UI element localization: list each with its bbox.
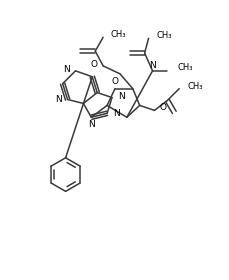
Text: CH₃: CH₃ (156, 31, 171, 40)
Text: CH₃: CH₃ (177, 63, 192, 73)
Text: N: N (112, 109, 119, 118)
Text: CH₃: CH₃ (110, 30, 125, 39)
Text: O: O (159, 103, 166, 112)
Text: CH₃: CH₃ (186, 82, 202, 91)
Text: O: O (111, 77, 118, 86)
Text: N: N (117, 92, 124, 101)
Text: N: N (149, 61, 155, 70)
Text: N: N (63, 65, 69, 74)
Text: N: N (55, 95, 61, 104)
Text: O: O (90, 60, 97, 69)
Text: N: N (87, 120, 94, 129)
